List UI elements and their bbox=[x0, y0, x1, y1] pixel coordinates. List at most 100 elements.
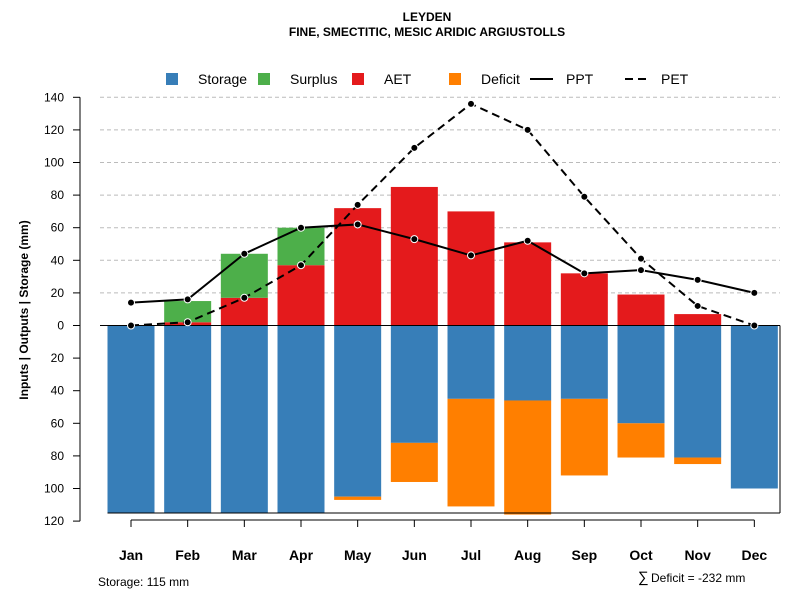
pet-point-mar bbox=[240, 293, 249, 302]
aet-bar-jul bbox=[447, 211, 495, 326]
storage-bar-mar bbox=[220, 325, 268, 513]
aet-bar-apr bbox=[277, 265, 325, 326]
ppt-point-sep bbox=[580, 269, 589, 278]
x-tick-label-feb: Feb bbox=[175, 547, 200, 563]
pet-point-jan bbox=[127, 321, 135, 330]
y-tick-label: 60 bbox=[51, 221, 65, 235]
aet-bar-mar bbox=[220, 297, 268, 326]
y-tick-label: 0 bbox=[57, 319, 64, 333]
x-tick-label-oct: Oct bbox=[629, 547, 653, 563]
x-axis: Jan Feb Mar Apr May Jun Jul Aug Sep Oct Nov Dec bbox=[119, 519, 767, 563]
storage-bar-feb bbox=[164, 325, 212, 513]
legend-label-surplus: Surplus bbox=[290, 71, 337, 87]
x-tick-label-sep: Sep bbox=[571, 547, 597, 563]
legend-swatch-aet bbox=[352, 73, 364, 85]
x-tick-label-jan: Jan bbox=[119, 547, 143, 563]
bars bbox=[107, 186, 781, 515]
ppt-point-may bbox=[353, 220, 362, 229]
pet-point-jul bbox=[467, 99, 475, 108]
y-tick-label: 40 bbox=[51, 253, 65, 267]
x-tick-label-aug: Aug bbox=[514, 547, 541, 563]
pet-point-aug bbox=[523, 125, 532, 134]
gridlines bbox=[100, 96, 780, 294]
aet-bar-aug bbox=[504, 242, 552, 326]
ppt-point-aug bbox=[523, 236, 532, 245]
legend-label-deficit: Deficit bbox=[481, 71, 520, 87]
x-tick-label-mar: Mar bbox=[232, 547, 257, 563]
legend-label-pet: PET bbox=[661, 71, 689, 87]
y-tick-label: 40 bbox=[51, 384, 65, 398]
aet-bar-oct bbox=[617, 294, 665, 326]
storage-bar-aug bbox=[504, 325, 552, 401]
legend-label-ppt: PPT bbox=[566, 71, 594, 87]
storage-bar-jul bbox=[447, 325, 495, 399]
pet-point-apr bbox=[297, 261, 305, 270]
legend: Storage Surplus AET Deficit PPT PET bbox=[166, 71, 689, 87]
x-tick-label-nov: Nov bbox=[684, 547, 711, 563]
storage-bar-dec bbox=[730, 325, 778, 489]
chart-subtitle: FINE, SMECTITIC, MESIC ARIDIC ARGIUSTOLL… bbox=[289, 25, 565, 39]
pet-point-nov bbox=[693, 301, 702, 310]
storage-bar-apr bbox=[277, 325, 325, 513]
legend-swatch-deficit bbox=[449, 73, 461, 85]
deficit-bar-jun bbox=[390, 442, 438, 482]
legend-label-aet: AET bbox=[384, 71, 412, 87]
deficit-bar-jul bbox=[447, 398, 495, 507]
deficit-footnote: Deficit = -232 mm bbox=[651, 571, 745, 585]
sum-symbol: ∑ bbox=[638, 569, 649, 586]
ppt-point-jan bbox=[127, 298, 135, 307]
ppt-point-dec bbox=[750, 288, 759, 297]
deficit-bar-aug bbox=[504, 400, 552, 515]
pet-point-jun bbox=[410, 143, 419, 152]
storage-bar-oct bbox=[617, 325, 665, 424]
ppt-point-mar bbox=[240, 249, 249, 258]
x-tick-label-apr: Apr bbox=[289, 547, 314, 563]
x-tick-label-jul: Jul bbox=[461, 547, 481, 563]
pet-point-dec bbox=[750, 321, 759, 330]
x-tick-label-jun: Jun bbox=[402, 547, 427, 563]
ppt-point-feb bbox=[183, 295, 192, 304]
legend-swatch-storage bbox=[166, 73, 178, 85]
y-tick-label: 100 bbox=[44, 482, 64, 496]
y-tick-label: 20 bbox=[51, 351, 65, 365]
y-tick-label: 20 bbox=[51, 286, 65, 300]
y-tick-label: 140 bbox=[44, 90, 64, 104]
ppt-point-oct bbox=[637, 266, 645, 275]
aet-bar-sep bbox=[560, 273, 608, 326]
ppt-point-nov bbox=[693, 275, 702, 284]
storage-bar-sep bbox=[560, 325, 608, 399]
y-axis-label: Inputs | Outputs | Storage (mm) bbox=[17, 220, 31, 399]
pet-point-sep bbox=[580, 192, 589, 201]
deficit-bar-oct bbox=[617, 423, 665, 458]
chart-title: LEYDEN bbox=[403, 10, 452, 24]
ppt-line bbox=[130, 223, 755, 304]
deficit-bar-sep bbox=[560, 398, 608, 476]
pet-point-oct bbox=[637, 254, 645, 263]
aet-bar-nov bbox=[674, 314, 722, 326]
y-tick-label: 120 bbox=[44, 123, 64, 137]
y-axis: 140 120 100 80 60 40 20 0 20 40 60 80 100 120 bbox=[44, 90, 81, 528]
legend-label-storage: Storage bbox=[198, 71, 247, 87]
storage-bar-nov bbox=[674, 325, 722, 458]
y-tick-label: 120 bbox=[44, 514, 64, 528]
surplus-bar-mar bbox=[220, 253, 268, 298]
ppt-point-jun bbox=[410, 235, 419, 244]
x-tick-label-may: May bbox=[344, 547, 371, 563]
storage-bar-jan bbox=[107, 325, 155, 513]
line-series bbox=[127, 99, 759, 330]
aet-bar-jun bbox=[390, 186, 438, 326]
y-tick-label: 80 bbox=[51, 188, 65, 202]
y-tick-label: 100 bbox=[44, 156, 64, 170]
y-tick-label: 60 bbox=[51, 416, 65, 430]
storage-bar-may bbox=[334, 325, 382, 497]
legend-swatch-surplus bbox=[258, 73, 270, 85]
ppt-point-apr bbox=[297, 223, 305, 232]
ppt-point-jul bbox=[467, 251, 475, 260]
pet-point-feb bbox=[183, 318, 192, 327]
x-tick-label-dec: Dec bbox=[741, 547, 767, 563]
deficit-bar-nov bbox=[674, 457, 722, 465]
pet-line bbox=[130, 102, 755, 327]
deficit-bar-may bbox=[334, 496, 382, 500]
y-tick-label: 80 bbox=[51, 449, 65, 463]
